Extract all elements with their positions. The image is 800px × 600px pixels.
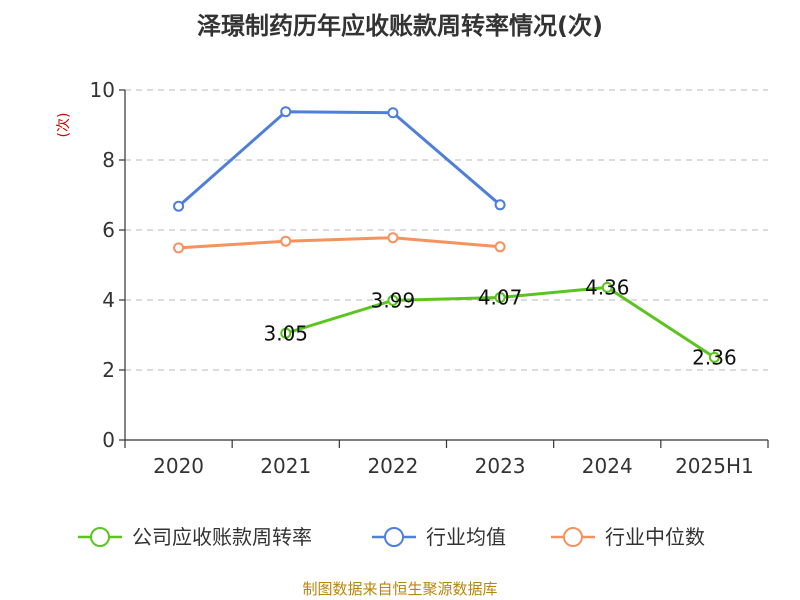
data-point — [601, 281, 613, 293]
legend-marker — [563, 527, 583, 547]
data-point — [708, 351, 720, 363]
data-point — [387, 294, 399, 306]
y-tick-label: 8 — [102, 148, 115, 172]
data-point — [387, 107, 399, 119]
data-label: 2.36 — [692, 345, 737, 369]
legend-marker — [384, 527, 404, 547]
y-axis-unit-label: (次) — [56, 113, 72, 138]
axes: 0 2 4 6 8 10 2020 2021 2022 2023 2024 2025H1 — [90, 78, 769, 478]
data-point — [280, 327, 292, 339]
data-point — [494, 292, 506, 304]
data-label: 3.05 — [263, 321, 308, 345]
x-tick-label: 2021 — [260, 454, 311, 478]
legend: 公司应收账款周转率 行业均值 行业中位数 — [78, 525, 705, 549]
data-point — [173, 200, 185, 212]
data-point — [494, 241, 506, 253]
y-tick-label: 0 — [102, 428, 115, 452]
legend-label: 行业均值 — [426, 525, 506, 549]
data-point — [387, 232, 399, 244]
data-point — [280, 106, 292, 118]
series-line — [177, 110, 502, 208]
data-point — [280, 235, 292, 247]
footer-source: 制图数据来自恒生聚源数据库 — [302, 580, 498, 598]
x-tick-label: 2023 — [475, 454, 526, 478]
data-point — [494, 199, 506, 211]
x-tick-label: 2022 — [367, 454, 418, 478]
chart-title: 泽璟制药历年应收账款周转率情况(次) — [197, 12, 603, 40]
data-point — [173, 242, 185, 254]
x-tick-label: 2024 — [582, 454, 633, 478]
y-tick-label: 10 — [90, 78, 115, 102]
legend-item: 公司应收账款周转率 — [78, 525, 312, 549]
legend-marker — [90, 527, 110, 547]
legend-item: 行业均值 — [372, 525, 506, 549]
y-tick-label: 6 — [102, 218, 115, 242]
data-labels: 3.05 3.99 4.07 4.36 2.36 — [263, 275, 736, 369]
data-label: 3.99 — [371, 288, 416, 312]
legend-label: 行业中位数 — [605, 525, 705, 549]
data-label: 4.07 — [478, 286, 523, 310]
series-lines — [173, 106, 720, 363]
data-label: 4.36 — [585, 275, 630, 299]
x-tick-label: 2020 — [153, 454, 204, 478]
y-tick-label: 4 — [102, 288, 115, 312]
series-line — [178, 236, 501, 250]
legend-item: 行业中位数 — [551, 525, 705, 549]
legend-label: 公司应收账款周转率 — [132, 525, 312, 549]
y-tick-label: 2 — [102, 358, 115, 382]
x-tick-label: 2025H1 — [675, 454, 754, 478]
